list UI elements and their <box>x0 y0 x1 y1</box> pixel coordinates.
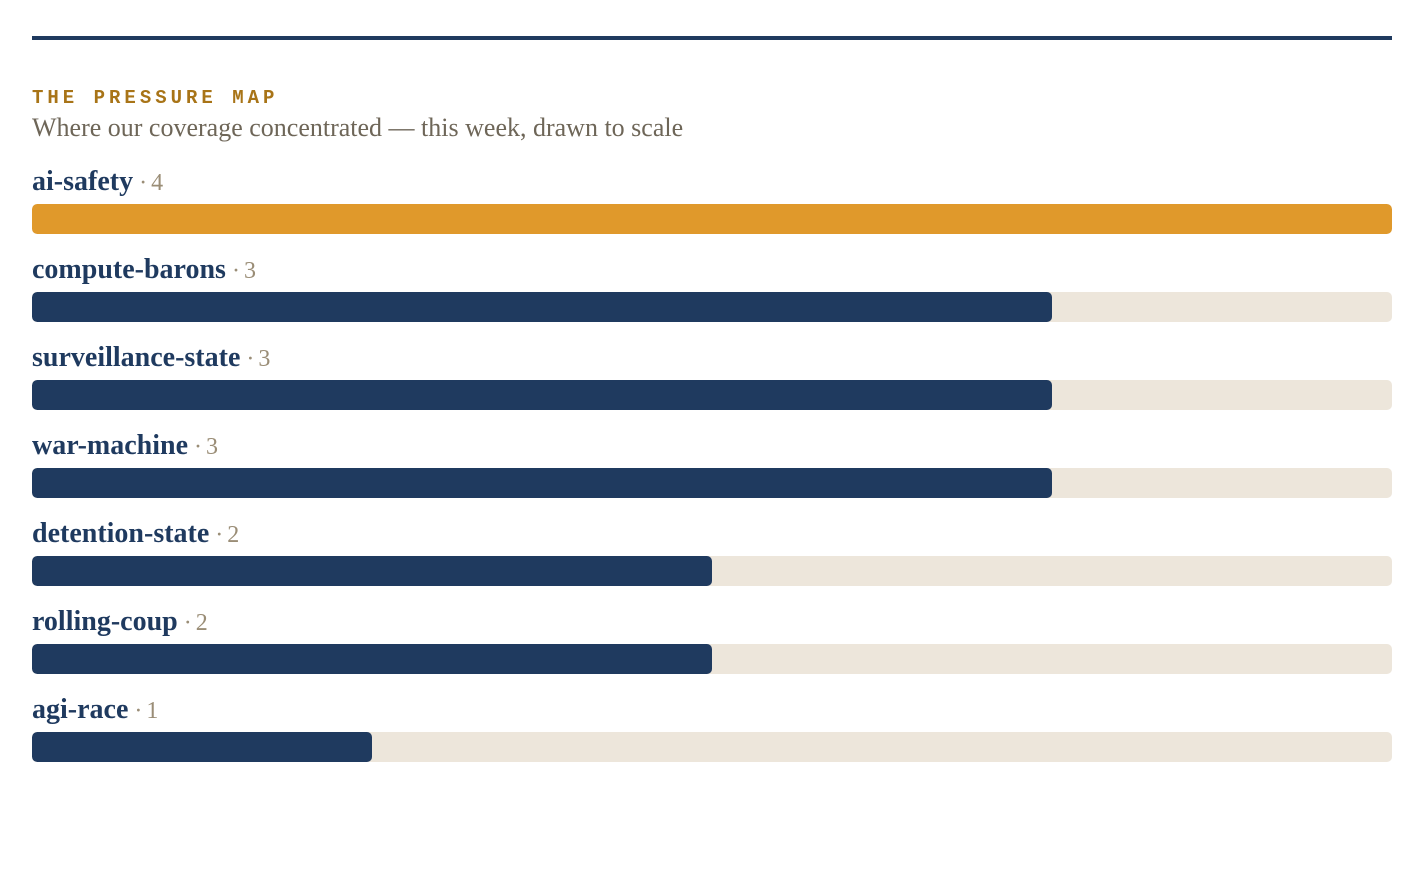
value-label: 4 <box>151 170 164 196</box>
bar-row-compute-barons: compute-barons · 3 <box>32 250 1392 338</box>
bar-row-ai-safety: ai-safety · 4 <box>32 162 1392 250</box>
value-label: 3 <box>258 346 271 372</box>
section-kicker: THE PRESSURE MAP <box>32 87 279 109</box>
category-label: agi-race <box>32 694 129 725</box>
bar-chart: ai-safety · 4 compute-barons · 3 surveillance-… <box>32 162 1392 778</box>
category-label: ai-safety <box>32 166 134 197</box>
bar-label: surveillance-state · 3 <box>32 338 1392 378</box>
value-label: 2 <box>227 522 240 548</box>
value-label: 3 <box>243 258 256 284</box>
separator-dot: · <box>246 346 255 372</box>
value-label: 2 <box>195 610 208 636</box>
separator-dot: · <box>231 258 240 284</box>
bar-label: agi-race · 1 <box>32 690 1392 730</box>
bar-compute-barons <box>32 292 1052 322</box>
category-label: compute-barons <box>32 254 226 285</box>
category-label: surveillance-state <box>32 342 241 373</box>
bar-row-agi-race: agi-race · 1 <box>32 690 1392 778</box>
separator-dot: · <box>139 170 148 196</box>
bar-track <box>32 204 1392 234</box>
separator-dot: · <box>183 610 192 636</box>
bar-row-war-machine: war-machine · 3 <box>32 426 1392 514</box>
bar-surveillance-state <box>32 380 1052 410</box>
bar-rolling-coup <box>32 644 712 674</box>
bar-track <box>32 468 1392 498</box>
bar-track <box>32 732 1392 762</box>
bar-track <box>32 556 1392 586</box>
bar-ai-safety <box>32 204 1392 234</box>
category-label: detention-state <box>32 518 210 549</box>
category-label: war-machine <box>32 430 189 461</box>
bar-row-surveillance-state: surveillance-state · 3 <box>32 338 1392 426</box>
bar-row-detention-state: detention-state · 2 <box>32 514 1392 602</box>
bar-war-machine <box>32 468 1052 498</box>
value-label: 1 <box>146 698 159 724</box>
pressure-map-panel: THE PRESSURE MAP Where our coverage conc… <box>32 36 1392 778</box>
separator-dot: · <box>194 434 203 460</box>
bar-label: ai-safety · 4 <box>32 162 1392 202</box>
top-rule <box>32 36 1392 40</box>
separator-dot: · <box>134 698 143 724</box>
bar-label: rolling-coup · 2 <box>32 602 1392 642</box>
bar-label: compute-barons · 3 <box>32 250 1392 290</box>
bar-track <box>32 292 1392 322</box>
bar-agi-race <box>32 732 372 762</box>
category-label: rolling-coup <box>32 606 178 637</box>
bar-detention-state <box>32 556 712 586</box>
bar-row-rolling-coup: rolling-coup · 2 <box>32 602 1392 690</box>
bar-label: detention-state · 2 <box>32 514 1392 554</box>
value-label: 3 <box>206 434 219 460</box>
bar-track <box>32 644 1392 674</box>
bar-track <box>32 380 1392 410</box>
separator-dot: · <box>215 522 224 548</box>
bar-label: war-machine · 3 <box>32 426 1392 466</box>
chart-subtitle: Where our coverage concentrated — this w… <box>32 113 684 142</box>
